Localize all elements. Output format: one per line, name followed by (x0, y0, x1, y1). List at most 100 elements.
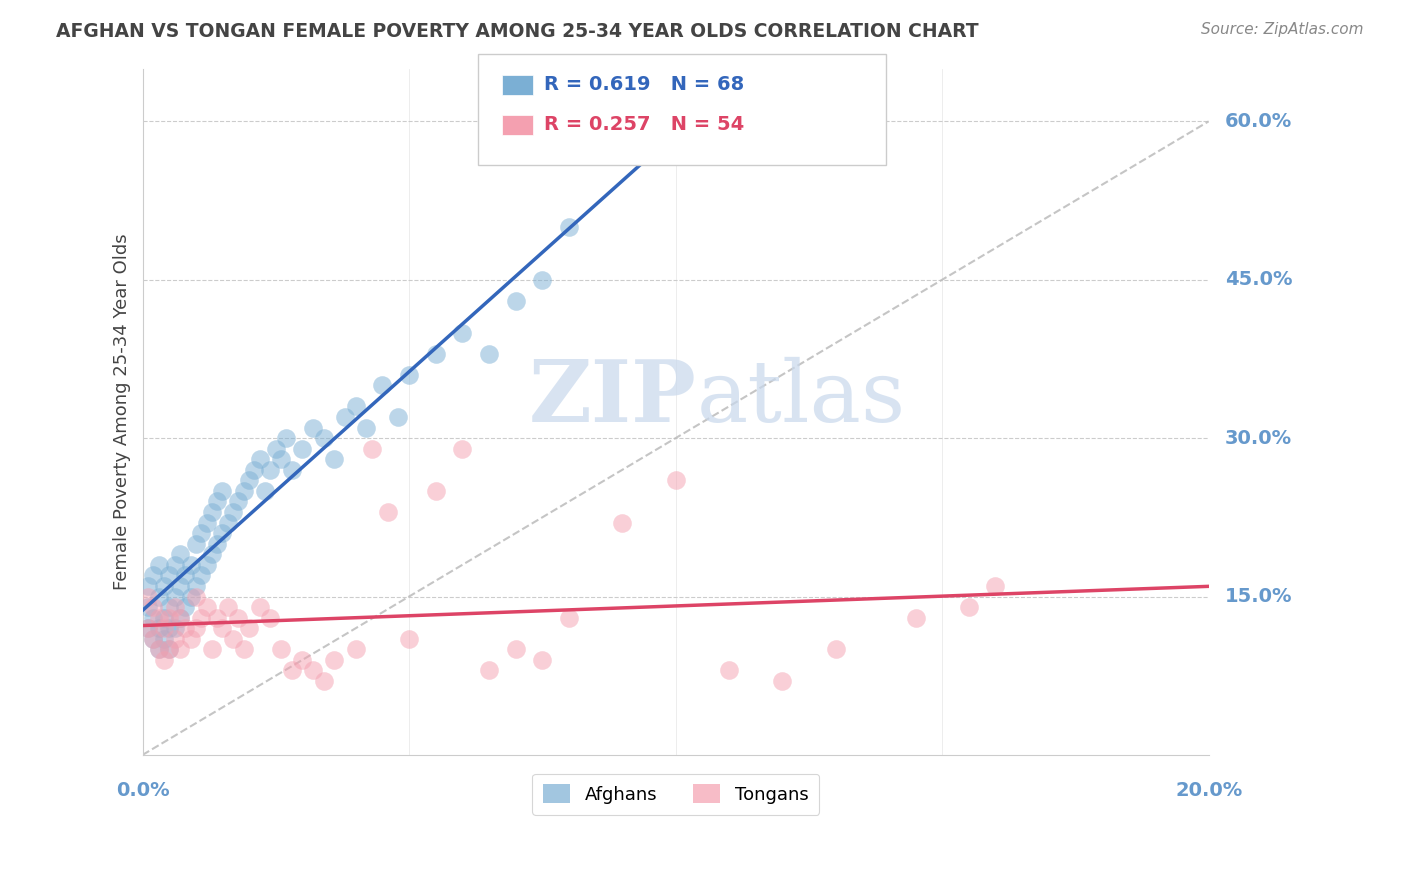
Afghans (276, 431, 298, 445)
Tongans (270, 642, 292, 657)
Afghans (195, 558, 218, 572)
Afghans (169, 610, 191, 624)
Tongans (717, 664, 740, 678)
Text: 60.0%: 60.0% (1225, 112, 1292, 131)
Afghans (148, 642, 170, 657)
Tongans (238, 621, 260, 635)
Afghans (291, 442, 314, 456)
Tongans (259, 610, 281, 624)
Tongans (302, 664, 325, 678)
Text: AFGHAN VS TONGAN FEMALE POVERTY AMONG 25-34 YEAR OLDS CORRELATION CHART: AFGHAN VS TONGAN FEMALE POVERTY AMONG 25… (56, 22, 979, 41)
Afghans (142, 610, 165, 624)
Tongans (174, 621, 197, 635)
Afghans (478, 346, 501, 360)
Tongans (312, 673, 335, 688)
Afghans (163, 558, 186, 572)
Tongans (153, 653, 176, 667)
Tongans (142, 632, 165, 646)
Afghans (270, 452, 292, 467)
Tongans (232, 642, 254, 657)
Afghans (344, 400, 367, 414)
Afghans (169, 579, 191, 593)
Tongans (136, 590, 159, 604)
Text: 15.0%: 15.0% (1225, 587, 1292, 606)
Afghans (148, 558, 170, 572)
Tongans (157, 610, 180, 624)
Afghans (281, 463, 304, 477)
Tongans (148, 642, 170, 657)
Afghans (157, 568, 180, 582)
Tongans (824, 642, 846, 657)
Afghans (205, 494, 228, 508)
Tongans (398, 632, 420, 646)
Afghans (201, 547, 224, 561)
Afghans (211, 483, 233, 498)
Tongans (478, 664, 501, 678)
Tongans (136, 621, 159, 635)
Tongans (531, 653, 554, 667)
Afghans (136, 579, 159, 593)
Afghans (398, 368, 420, 382)
Afghans (153, 632, 176, 646)
Afghans (190, 526, 212, 541)
Tongans (904, 610, 927, 624)
Tongans (425, 483, 447, 498)
Text: 30.0%: 30.0% (1225, 429, 1292, 448)
Tongans (195, 600, 218, 615)
Tongans (211, 621, 233, 635)
Tongans (957, 600, 980, 615)
Tongans (163, 632, 186, 646)
Afghans (157, 600, 180, 615)
Afghans (387, 409, 409, 424)
Tongans (228, 610, 250, 624)
Afghans (201, 505, 224, 519)
Afghans (228, 494, 250, 508)
Afghans (558, 219, 581, 234)
Tongans (217, 600, 239, 615)
Tongans (505, 642, 527, 657)
Tongans (190, 610, 212, 624)
Afghans (163, 590, 186, 604)
Text: 45.0%: 45.0% (1225, 270, 1292, 289)
Afghans (249, 452, 271, 467)
Afghans (264, 442, 287, 456)
Tongans (169, 610, 191, 624)
Afghans (163, 621, 186, 635)
Afghans (148, 590, 170, 604)
Afghans (259, 463, 281, 477)
Afghans (356, 420, 378, 434)
Tongans (249, 600, 271, 615)
Tongans (344, 642, 367, 657)
Afghans (136, 600, 159, 615)
Afghans (179, 590, 201, 604)
Afghans (312, 431, 335, 445)
Afghans (323, 452, 346, 467)
Afghans (148, 621, 170, 635)
Afghans (169, 547, 191, 561)
Tongans (291, 653, 314, 667)
Tongans (665, 474, 688, 488)
Afghans (157, 642, 180, 657)
Text: atlas: atlas (697, 357, 905, 440)
Tongans (153, 621, 176, 635)
Afghans (153, 610, 176, 624)
Tongans (201, 642, 224, 657)
Afghans (195, 516, 218, 530)
Tongans (184, 590, 207, 604)
Afghans (184, 579, 207, 593)
Tongans (281, 664, 304, 678)
Afghans (531, 273, 554, 287)
Afghans (238, 474, 260, 488)
Tongans (222, 632, 245, 646)
Tongans (323, 653, 346, 667)
Afghans (333, 409, 356, 424)
Tongans (148, 610, 170, 624)
Afghans (157, 621, 180, 635)
Tongans (360, 442, 382, 456)
Afghans (179, 558, 201, 572)
Text: 0.0%: 0.0% (115, 781, 169, 800)
Text: R = 0.257   N = 54: R = 0.257 N = 54 (544, 115, 744, 135)
Afghans (243, 463, 266, 477)
Afghans (153, 579, 176, 593)
Text: ZIP: ZIP (529, 356, 697, 440)
